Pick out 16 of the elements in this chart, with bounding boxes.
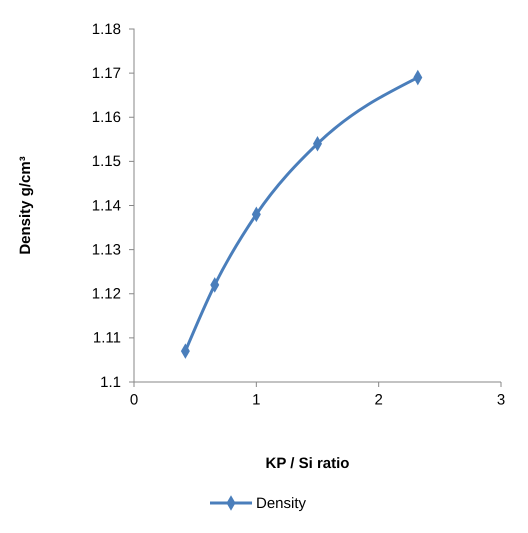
y-tick-label: 1.18: [92, 20, 121, 38]
x-tick-label: 1: [252, 392, 261, 409]
legend-label: Density: [256, 495, 307, 512]
y-tick-label: 1.14: [92, 197, 121, 214]
y-tick-label: 1.1: [100, 374, 121, 391]
y-tick-label: 1.17: [92, 64, 121, 82]
x-tick-label: 0: [130, 392, 138, 409]
y-tick-label: 1.11: [92, 330, 121, 347]
x-tick-label: 2: [374, 392, 383, 409]
y-tick-label: 1.16: [92, 109, 121, 126]
y-tick-label: 1.12: [92, 286, 121, 303]
y-tick-label: 1.15: [92, 153, 121, 170]
x-axis-title: KP / Si ratio: [266, 455, 350, 472]
y-tick-label: 1.13: [92, 241, 121, 258]
x-tick-label: 3: [496, 392, 506, 409]
y-axis-title: Density g/cm³: [17, 156, 34, 255]
